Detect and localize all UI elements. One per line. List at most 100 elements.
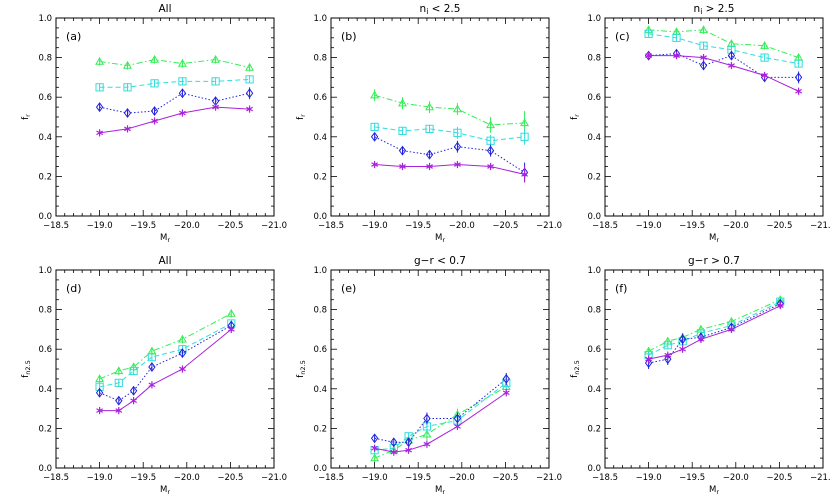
data-point — [246, 105, 254, 113]
data-point — [679, 345, 687, 353]
x-tick-label: −19.0 — [636, 473, 662, 483]
data-point — [453, 413, 462, 424]
data-point — [123, 108, 132, 119]
y-axis-label: fn2.5 — [296, 360, 307, 377]
data-point — [426, 162, 433, 171]
data-point — [96, 129, 104, 137]
series-line — [99, 329, 232, 412]
x-tick-label: −19.5 — [130, 221, 156, 231]
x-tick-label: −21.0 — [810, 473, 830, 483]
data-point — [422, 429, 432, 438]
y-tick-label: 0.8 — [38, 306, 52, 316]
y-tick-label: 0.6 — [587, 345, 601, 355]
y-tick-label: 0.4 — [313, 133, 327, 143]
data-point — [761, 71, 768, 80]
y-axis-label: fr — [296, 114, 307, 120]
data-point — [178, 88, 187, 99]
data-point — [370, 131, 379, 142]
y-tick-label: 0.4 — [587, 133, 601, 143]
data-point — [179, 365, 186, 373]
series-cyan — [644, 29, 803, 68]
x-tick-label: −20.5 — [492, 473, 518, 483]
x-tick-label: −20.5 — [766, 473, 792, 483]
data-point — [130, 397, 138, 405]
data-point — [645, 355, 653, 363]
x-tick-label: −18.5 — [318, 473, 344, 483]
y-tick-label: 0.0 — [587, 464, 601, 474]
data-point — [423, 440, 431, 448]
data-point — [678, 334, 687, 345]
data-point — [425, 124, 434, 133]
series-line — [99, 78, 250, 88]
series-cyan — [95, 75, 254, 92]
data-point — [211, 54, 221, 63]
series-cyan — [95, 319, 236, 391]
y-axis-label: fn2.5 — [570, 360, 581, 377]
data-point — [115, 406, 123, 415]
series-line — [99, 106, 250, 134]
y-tick-label: 0.6 — [587, 93, 601, 103]
series-cyan — [370, 122, 529, 147]
data-point — [150, 106, 159, 117]
data-point — [664, 354, 672, 365]
panel-label: (b) — [341, 30, 357, 43]
x-axis-label: Mr — [160, 485, 170, 496]
data-point — [129, 385, 138, 396]
panel-c: −18.5 −19.0 −19.5 −20.0 −20.5 −21.0 0.0 0.2 0.4 0… — [570, 3, 830, 244]
panel-label: (a) — [66, 30, 81, 43]
x-tick-label: −19.0 — [87, 473, 113, 483]
x-axis-label: Mr — [709, 485, 719, 496]
data-point — [148, 362, 156, 373]
data-point — [486, 120, 496, 129]
y-tick-label: 1.0 — [313, 14, 327, 24]
y-tick-label: 0.0 — [38, 212, 52, 222]
y-tick-label: 0.4 — [587, 385, 601, 395]
series-green — [95, 54, 255, 72]
series-green — [370, 89, 530, 135]
panel-label: (e) — [341, 282, 356, 295]
series-line — [374, 136, 525, 173]
data-point — [370, 122, 379, 132]
y-tick-label: 0.8 — [587, 54, 601, 64]
data-point — [664, 351, 672, 359]
series-cyan — [370, 376, 511, 455]
data-point — [673, 52, 680, 60]
data-point — [226, 308, 236, 317]
panel-title: All — [158, 3, 171, 15]
data-point — [728, 61, 735, 70]
x-tick-label: −21.0 — [261, 221, 287, 231]
x-tick-label: −18.5 — [43, 221, 69, 231]
series-magenta — [645, 302, 784, 363]
data-point — [699, 60, 708, 71]
x-axis-label: Mr — [160, 233, 170, 244]
data-point — [398, 145, 407, 156]
data-point — [794, 59, 803, 68]
series-line — [374, 164, 525, 175]
data-point — [211, 77, 220, 86]
data-point — [644, 358, 653, 369]
panel-title: g−r < 0.7 — [414, 255, 466, 267]
panel-title: All — [158, 255, 171, 267]
data-point — [245, 75, 254, 84]
series-line — [374, 382, 507, 451]
x-tick-label: −20.0 — [449, 221, 475, 231]
series-line — [648, 299, 781, 352]
x-tick-label: −21.0 — [536, 221, 562, 231]
x-tick-label: −20.5 — [217, 221, 243, 231]
series-blue — [95, 320, 235, 406]
y-tick-label: 0.4 — [313, 385, 327, 395]
y-tick-label: 0.0 — [38, 464, 52, 474]
x-axis-label: Mr — [435, 233, 445, 244]
series-line — [648, 301, 781, 356]
data-point — [96, 406, 104, 415]
y-axis-label: fn2.5 — [21, 360, 32, 377]
series-line — [648, 303, 781, 364]
data-point — [177, 58, 187, 67]
data-point — [95, 102, 104, 113]
y-tick-label: 0.8 — [38, 54, 52, 64]
data-point — [371, 160, 379, 169]
data-point — [95, 387, 104, 398]
y-tick-label: 1.0 — [587, 266, 601, 276]
panel-title: ni > 2.5 — [694, 3, 735, 16]
